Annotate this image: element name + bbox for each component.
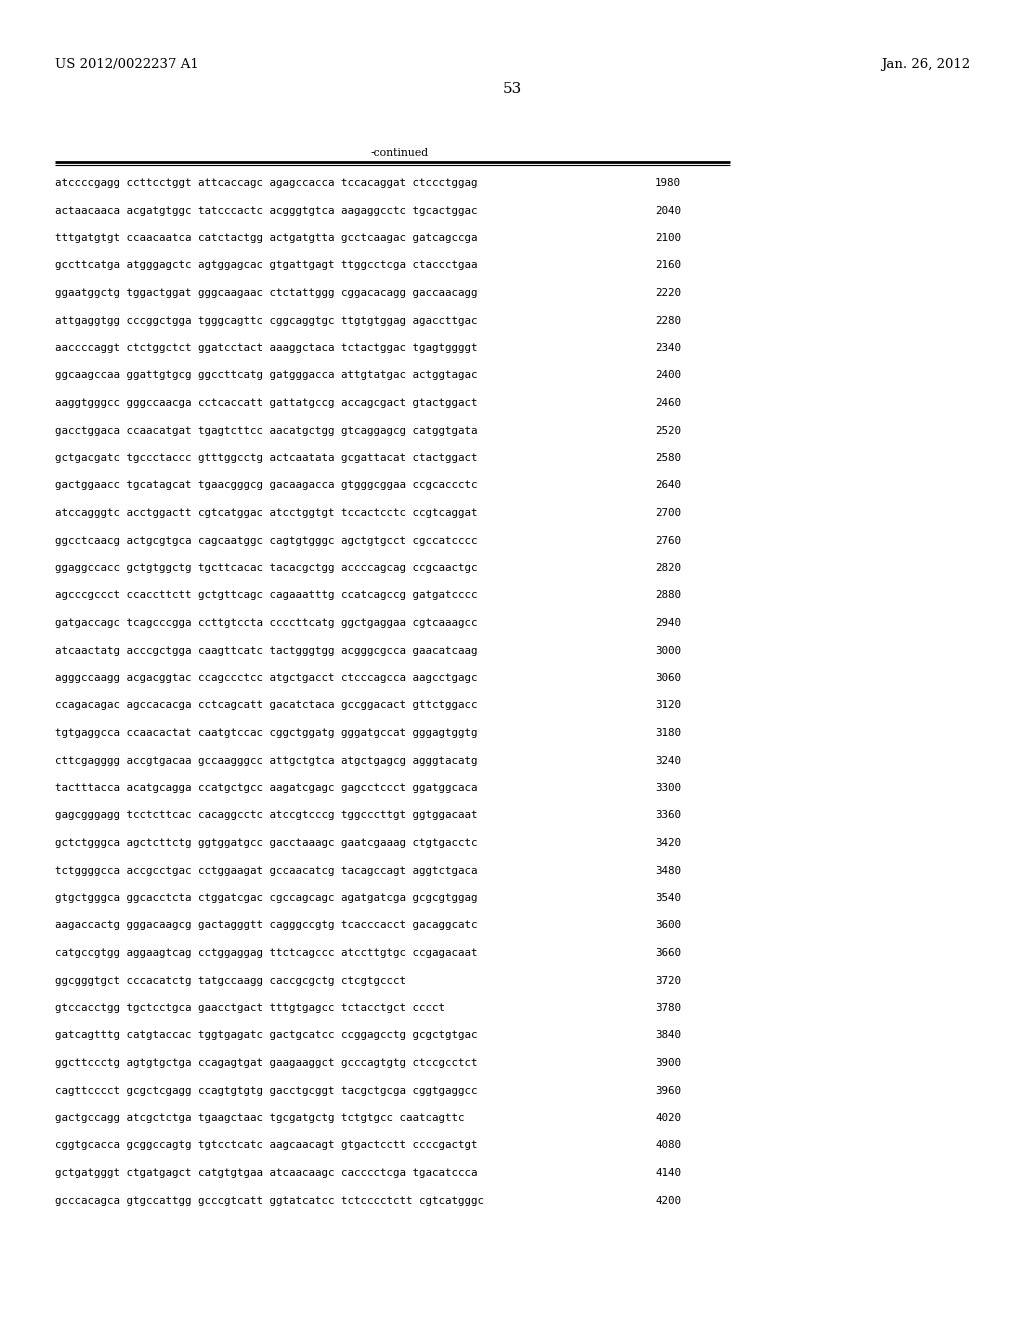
Text: ccagacagac agccacacga cctcagcatt gacatctaca gccggacact gttctggacc: ccagacagac agccacacga cctcagcatt gacatct… [55, 701, 477, 710]
Text: 4140: 4140 [655, 1168, 681, 1177]
Text: 2460: 2460 [655, 399, 681, 408]
Text: 3660: 3660 [655, 948, 681, 958]
Text: aaccccaggt ctctggctct ggatcctact aaaggctaca tctactggac tgagtggggt: aaccccaggt ctctggctct ggatcctact aaaggct… [55, 343, 477, 352]
Text: tctggggcca accgcctgac cctggaagat gccaacatcg tacagccagt aggtctgaca: tctggggcca accgcctgac cctggaagat gccaaca… [55, 866, 477, 875]
Text: ggcgggtgct cccacatctg tatgccaagg caccgcgctg ctcgtgccct: ggcgggtgct cccacatctg tatgccaagg caccgcg… [55, 975, 406, 986]
Text: 4020: 4020 [655, 1113, 681, 1123]
Text: US 2012/0022237 A1: US 2012/0022237 A1 [55, 58, 199, 71]
Text: ggaatggctg tggactggat gggcaagaac ctctattggg cggacacagg gaccaacagg: ggaatggctg tggactggat gggcaagaac ctctatt… [55, 288, 477, 298]
Text: 3300: 3300 [655, 783, 681, 793]
Text: gagcgggagg tcctcttcac cacaggcctc atccgtcccg tggcccttgt ggtggacaat: gagcgggagg tcctcttcac cacaggcctc atccgtc… [55, 810, 477, 821]
Text: agcccgccct ccaccttctt gctgttcagc cagaaatttg ccatcagccg gatgatcccc: agcccgccct ccaccttctt gctgttcagc cagaaat… [55, 590, 477, 601]
Text: 3720: 3720 [655, 975, 681, 986]
Text: gatcagtttg catgtaccac tggtgagatc gactgcatcc ccggagcctg gcgctgtgac: gatcagtttg catgtaccac tggtgagatc gactgca… [55, 1031, 477, 1040]
Text: catgccgtgg aggaagtcag cctggaggag ttctcagccc atccttgtgc ccgagacaat: catgccgtgg aggaagtcag cctggaggag ttctcag… [55, 948, 477, 958]
Text: aaggtgggcc gggccaacga cctcaccatt gattatgccg accagcgact gtactggact: aaggtgggcc gggccaacga cctcaccatt gattatg… [55, 399, 477, 408]
Text: atccagggtc acctggactt cgtcatggac atcctggtgt tccactcctc ccgtcaggat: atccagggtc acctggactt cgtcatggac atcctgg… [55, 508, 477, 517]
Text: gactggaacc tgcatagcat tgaacgggcg gacaagacca gtgggcggaa ccgcaccctc: gactggaacc tgcatagcat tgaacgggcg gacaaga… [55, 480, 477, 491]
Text: ggcaagccaa ggattgtgcg ggccttcatg gatgggacca attgtatgac actggtagac: ggcaagccaa ggattgtgcg ggccttcatg gatggga… [55, 371, 477, 380]
Text: tgtgaggcca ccaacactat caatgtccac cggctggatg gggatgccat gggagtggtg: tgtgaggcca ccaacactat caatgtccac cggctgg… [55, 729, 477, 738]
Text: agggccaagg acgacggtac ccagccctcc atgctgacct ctcccagcca aagcctgagc: agggccaagg acgacggtac ccagccctcc atgctga… [55, 673, 477, 682]
Text: gcccacagca gtgccattgg gcccgtcatt ggtatcatcc tctcccctctt cgtcatgggc: gcccacagca gtgccattgg gcccgtcatt ggtatca… [55, 1196, 484, 1205]
Text: gctgacgatc tgccctaccc gtttggcctg actcaatata gcgattacat ctactggact: gctgacgatc tgccctaccc gtttggcctg actcaat… [55, 453, 477, 463]
Text: 2280: 2280 [655, 315, 681, 326]
Text: 3060: 3060 [655, 673, 681, 682]
Text: 3840: 3840 [655, 1031, 681, 1040]
Text: 3900: 3900 [655, 1059, 681, 1068]
Text: tactttacca acatgcagga ccatgctgcc aagatcgagc gagcctccct ggatggcaca: tactttacca acatgcagga ccatgctgcc aagatcg… [55, 783, 477, 793]
Text: atccccgagg ccttcctggt attcaccagc agagccacca tccacaggat ctccctggag: atccccgagg ccttcctggt attcaccagc agagcca… [55, 178, 477, 187]
Text: cagttcccct gcgctcgagg ccagtgtgtg gacctgcggt tacgctgcga cggtgaggcc: cagttcccct gcgctcgagg ccagtgtgtg gacctgc… [55, 1085, 477, 1096]
Text: 2100: 2100 [655, 234, 681, 243]
Text: 3240: 3240 [655, 755, 681, 766]
Text: 4200: 4200 [655, 1196, 681, 1205]
Text: actaacaaca acgatgtggc tatcccactc acgggtgtca aagaggcctc tgcactggac: actaacaaca acgatgtggc tatcccactc acgggtg… [55, 206, 477, 215]
Text: aagaccactg gggacaagcg gactagggtt cagggccgtg tcacccacct gacaggcatc: aagaccactg gggacaagcg gactagggtt cagggcc… [55, 920, 477, 931]
Text: -continued: -continued [371, 148, 429, 158]
Text: gactgccagg atcgctctga tgaagctaac tgcgatgctg tctgtgcc caatcagttc: gactgccagg atcgctctga tgaagctaac tgcgatg… [55, 1113, 465, 1123]
Text: cggtgcacca gcggccagtg tgtcctcatc aagcaacagt gtgactcctt ccccgactgt: cggtgcacca gcggccagtg tgtcctcatc aagcaac… [55, 1140, 477, 1151]
Text: 3000: 3000 [655, 645, 681, 656]
Text: 3540: 3540 [655, 894, 681, 903]
Text: gatgaccagc tcagcccgga ccttgtccta ccccttcatg ggctgaggaa cgtcaaagcc: gatgaccagc tcagcccgga ccttgtccta ccccttc… [55, 618, 477, 628]
Text: 2340: 2340 [655, 343, 681, 352]
Text: ggaggccacc gctgtggctg tgcttcacac tacacgctgg accccagcag ccgcaactgc: ggaggccacc gctgtggctg tgcttcacac tacacgc… [55, 564, 477, 573]
Text: 3780: 3780 [655, 1003, 681, 1012]
Text: 53: 53 [503, 82, 521, 96]
Text: 2880: 2880 [655, 590, 681, 601]
Text: attgaggtgg cccggctgga tgggcagttc cggcaggtgc ttgtgtggag agaccttgac: attgaggtgg cccggctgga tgggcagttc cggcagg… [55, 315, 477, 326]
Text: gacctggaca ccaacatgat tgagtcttcc aacatgctgg gtcaggagcg catggtgata: gacctggaca ccaacatgat tgagtcttcc aacatgc… [55, 425, 477, 436]
Text: 2220: 2220 [655, 288, 681, 298]
Text: gccttcatga atgggagctc agtggagcac gtgattgagt ttggcctcga ctaccctgaa: gccttcatga atgggagctc agtggagcac gtgattg… [55, 260, 477, 271]
Text: gctgatgggt ctgatgagct catgtgtgaa atcaacaagc cacccctcga tgacatccca: gctgatgggt ctgatgagct catgtgtgaa atcaaca… [55, 1168, 477, 1177]
Text: ggcttccctg agtgtgctga ccagagtgat gaagaaggct gcccagtgtg ctccgcctct: ggcttccctg agtgtgctga ccagagtgat gaagaag… [55, 1059, 477, 1068]
Text: gtccacctgg tgctcctgca gaacctgact tttgtgagcc tctacctgct cccct: gtccacctgg tgctcctgca gaacctgact tttgtga… [55, 1003, 445, 1012]
Text: gtgctgggca ggcacctcta ctggatcgac cgccagcagc agatgatcga gcgcgtggag: gtgctgggca ggcacctcta ctggatcgac cgccagc… [55, 894, 477, 903]
Text: 2520: 2520 [655, 425, 681, 436]
Text: 3480: 3480 [655, 866, 681, 875]
Text: 2760: 2760 [655, 536, 681, 545]
Text: 3180: 3180 [655, 729, 681, 738]
Text: 3960: 3960 [655, 1085, 681, 1096]
Text: 2580: 2580 [655, 453, 681, 463]
Text: cttcgagggg accgtgacaa gccaagggcc attgctgtca atgctgagcg agggtacatg: cttcgagggg accgtgacaa gccaagggcc attgctg… [55, 755, 477, 766]
Text: 2940: 2940 [655, 618, 681, 628]
Text: 4080: 4080 [655, 1140, 681, 1151]
Text: 2400: 2400 [655, 371, 681, 380]
Text: 2700: 2700 [655, 508, 681, 517]
Text: 3600: 3600 [655, 920, 681, 931]
Text: 1980: 1980 [655, 178, 681, 187]
Text: atcaactatg acccgctgga caagttcatc tactgggtgg acgggcgcca gaacatcaag: atcaactatg acccgctgga caagttcatc tactggg… [55, 645, 477, 656]
Text: gctctgggca agctcttctg ggtggatgcc gacctaaagc gaatcgaaag ctgtgacctc: gctctgggca agctcttctg ggtggatgcc gacctaa… [55, 838, 477, 847]
Text: Jan. 26, 2012: Jan. 26, 2012 [881, 58, 970, 71]
Text: ggcctcaacg actgcgtgca cagcaatggc cagtgtgggc agctgtgcct cgccatcccc: ggcctcaacg actgcgtgca cagcaatggc cagtgtg… [55, 536, 477, 545]
Text: 2040: 2040 [655, 206, 681, 215]
Text: 2160: 2160 [655, 260, 681, 271]
Text: 3420: 3420 [655, 838, 681, 847]
Text: tttgatgtgt ccaacaatca catctactgg actgatgtta gcctcaagac gatcagccga: tttgatgtgt ccaacaatca catctactgg actgatg… [55, 234, 477, 243]
Text: 3360: 3360 [655, 810, 681, 821]
Text: 3120: 3120 [655, 701, 681, 710]
Text: 2640: 2640 [655, 480, 681, 491]
Text: 2820: 2820 [655, 564, 681, 573]
